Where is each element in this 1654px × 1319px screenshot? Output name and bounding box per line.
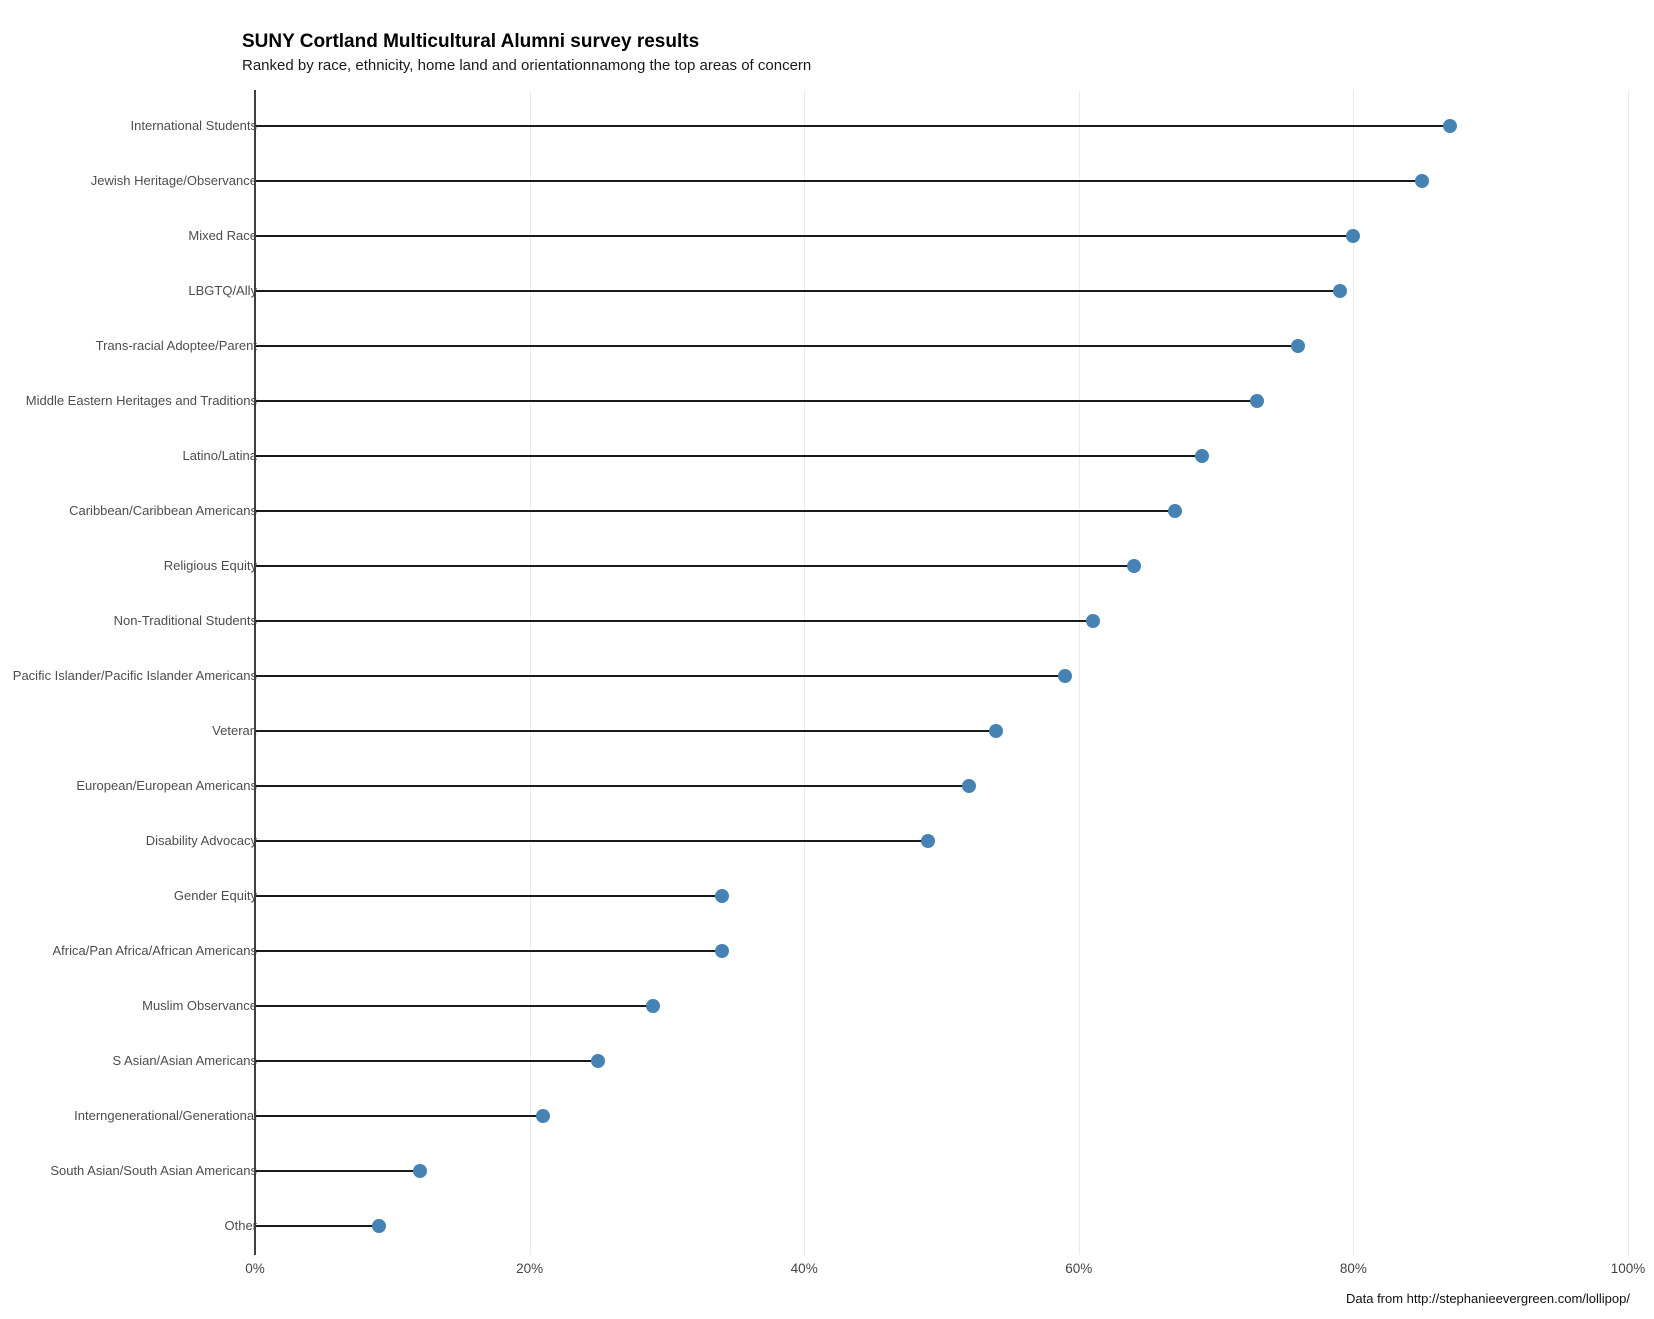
category-label: Middle Eastern Heritages and Traditions [25, 393, 257, 408]
x-axis-tick-label: 20% [516, 1261, 544, 1276]
stem-line [255, 785, 969, 787]
category-labels-column: International Students Jewish Heritage/Ob… [0, 90, 257, 1255]
stem-line [255, 730, 997, 732]
stem-line [255, 235, 1354, 237]
x-axis-tick-label: 60% [1065, 1261, 1093, 1276]
dot-marker [714, 944, 729, 958]
stem-line [255, 1170, 420, 1172]
stem-line [255, 1225, 379, 1227]
category-label: Jewish Heritage/Observance [90, 173, 257, 188]
source-note: Data from http://stephanieevergreen.com/… [1346, 1291, 1630, 1306]
dot-marker [961, 779, 976, 793]
category-label: Interngenerational/Generational [74, 1108, 257, 1123]
gridline [529, 90, 531, 1255]
dot-marker [646, 999, 661, 1013]
gridline [804, 90, 806, 1255]
category-label: Religious Equity [163, 558, 257, 573]
stem-line [255, 950, 722, 952]
category-label: Gender Equity [173, 888, 257, 903]
gridline [1628, 90, 1629, 1255]
dot-marker [412, 1164, 427, 1178]
category-label: Africa/Pan Africa/African Americans [52, 943, 257, 958]
stem-line [255, 565, 1134, 567]
stem-line [255, 1060, 599, 1062]
plot-area [254, 90, 1629, 1255]
category-label: European/European Americans [76, 778, 257, 793]
dot-marker [1058, 669, 1073, 683]
dot-marker [591, 1054, 606, 1068]
dot-marker [920, 834, 935, 848]
dot-marker [1126, 559, 1141, 573]
stem-line [255, 510, 1175, 512]
gridline [1078, 90, 1080, 1255]
category-label: Non-Traditional Students [113, 613, 257, 628]
category-label: Mixed Race [188, 228, 257, 243]
chart-title: SUNY Cortland Multicultural Alumni surve… [242, 31, 700, 52]
category-label: Trans-racial Adoptee/Parent [95, 338, 257, 353]
stem-line [255, 1115, 544, 1117]
chart-subtitle: Ranked by race, ethnicity, home land and… [242, 57, 812, 74]
dot-marker [1415, 174, 1430, 188]
category-label: Caribbean/Caribbean Americans [69, 503, 257, 518]
stem-line [255, 400, 1258, 402]
dot-marker [1167, 504, 1182, 518]
stem-line [255, 1005, 654, 1007]
category-label: Pacific Islander/Pacific Islander Americ… [12, 668, 257, 683]
gridline [1353, 90, 1355, 1255]
dot-marker [989, 724, 1004, 738]
x-axis-tick-label: 40% [790, 1261, 818, 1276]
category-label: International Students [130, 118, 257, 133]
dot-marker [1195, 449, 1210, 463]
category-label: LBGTQ/Ally [188, 283, 257, 298]
category-label: Disability Advocacy [145, 833, 257, 848]
dot-marker [1291, 339, 1306, 353]
dot-marker [371, 1219, 386, 1233]
stem-line [255, 290, 1340, 292]
dot-marker [1250, 394, 1265, 408]
stem-line [255, 345, 1299, 347]
dot-marker [1332, 284, 1347, 298]
stem-line [255, 620, 1093, 622]
x-axis-tick-label: 0% [245, 1261, 265, 1276]
category-label: S Asian/Asian Americans [112, 1053, 257, 1068]
stem-line [255, 675, 1066, 677]
x-axis-tick-label: 80% [1339, 1261, 1367, 1276]
dot-marker [1346, 229, 1361, 243]
stem-line [255, 840, 928, 842]
stem-line [255, 895, 722, 897]
dot-marker [714, 889, 729, 903]
stem-line [255, 180, 1423, 182]
category-label: South Asian/South Asian Americans [50, 1163, 257, 1178]
x-axis-tick-labels: 0% 20% 40% 60% 80% 100% [245, 1261, 1645, 1281]
category-label: Other [224, 1218, 257, 1233]
stem-line [255, 455, 1203, 457]
x-axis-tick-label: 100% [1610, 1261, 1646, 1276]
dot-marker [1442, 119, 1457, 133]
category-label: Veteran [212, 723, 257, 738]
stem-line [255, 125, 1450, 127]
dot-marker [536, 1109, 551, 1123]
category-label: Muslim Observance [142, 998, 257, 1013]
category-label: Latino/Latina [182, 448, 257, 463]
dot-marker [1085, 614, 1100, 628]
